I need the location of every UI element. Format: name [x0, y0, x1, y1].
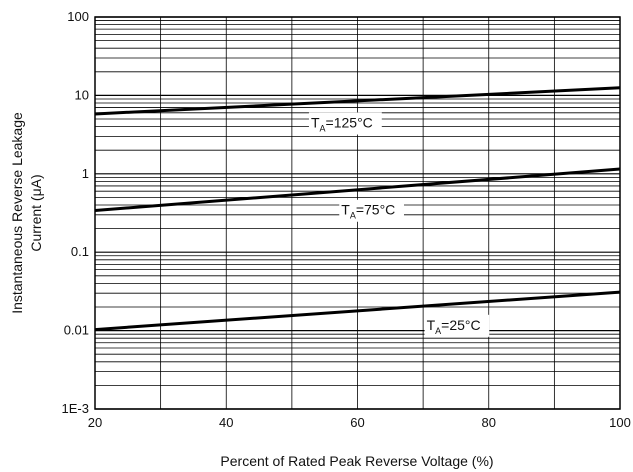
x-tick-label: 60	[350, 415, 364, 430]
series-label-bg-2	[339, 199, 404, 222]
y-tick-label: 0.1	[71, 244, 89, 259]
series-line-2	[94, 167, 621, 213]
x-tick-label: 40	[219, 415, 233, 430]
series-label-2: TA=75°C	[341, 202, 395, 221]
series-lines	[94, 86, 621, 332]
x-tick-label: 20	[88, 415, 102, 430]
series-line-3	[94, 290, 621, 332]
series-line-1	[94, 86, 621, 116]
series-labels: TA=125°C TA=75°C TA=25°C	[308, 112, 490, 337]
x-axis-title: Percent of Rated Peak Reverse Voltage (%…	[220, 453, 493, 469]
tick-labels: 20 40 60 80 100 1E-3 0.01 0.1 1 10 100	[62, 9, 631, 430]
y-tick-label: 1	[82, 166, 89, 181]
series-label-3: TA=25°C	[427, 317, 481, 336]
y-tick-label: 0.01	[64, 323, 89, 338]
y-tick-label: 100	[67, 9, 89, 24]
y-axis-title-line2: Current (μA)	[28, 174, 44, 251]
y-axis-title-line1: Instantaneous Reverse Leakage	[9, 112, 25, 314]
grid	[95, 16, 620, 410]
y-tick-label: 10	[75, 87, 89, 102]
series-label-bg-1	[308, 112, 382, 135]
y-tick-label: 1E-3	[62, 401, 89, 416]
plot-frame	[94, 16, 621, 410]
series-label-1: TA=125°C	[311, 115, 373, 134]
x-tick-label: 100	[609, 415, 631, 430]
series-label-bg-3	[424, 314, 490, 337]
x-tick-label: 80	[482, 415, 496, 430]
